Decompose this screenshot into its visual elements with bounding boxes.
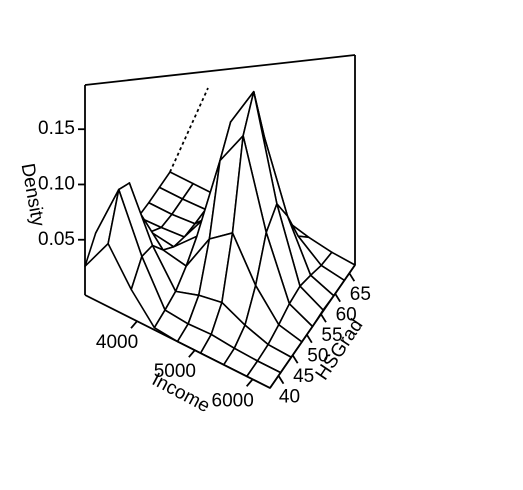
y-tick bbox=[277, 375, 285, 385]
y-tick-label: 55 bbox=[321, 325, 342, 346]
z-axis-label: Density bbox=[17, 162, 49, 229]
z-tick-label: 0.10 bbox=[38, 173, 75, 194]
box-edge bbox=[269, 264, 356, 389]
x-tick bbox=[188, 349, 196, 358]
y-tick bbox=[320, 313, 327, 323]
z-tick-label: 0.05 bbox=[38, 229, 75, 250]
y-tick bbox=[334, 293, 341, 303]
y-tick bbox=[306, 334, 313, 344]
x-tick-label: 5000 bbox=[154, 361, 196, 382]
y-tick-label: 50 bbox=[307, 346, 328, 367]
x-tick-label: 4000 bbox=[96, 332, 138, 353]
x-tick bbox=[245, 378, 254, 387]
y-tick-label: 45 bbox=[293, 366, 314, 387]
box-edge bbox=[169, 87, 209, 173]
box-edge bbox=[84, 294, 271, 389]
y-tick-label: 65 bbox=[350, 284, 371, 305]
y-tick-label: 40 bbox=[279, 387, 300, 408]
y-tick bbox=[348, 272, 356, 282]
x-tick-label: 6000 bbox=[212, 390, 254, 411]
y-tick bbox=[291, 354, 299, 364]
x-tick bbox=[130, 320, 138, 329]
z-tick-label: 0.15 bbox=[38, 118, 75, 139]
y-tick-label: 60 bbox=[336, 305, 357, 326]
box-edge bbox=[84, 54, 356, 86]
